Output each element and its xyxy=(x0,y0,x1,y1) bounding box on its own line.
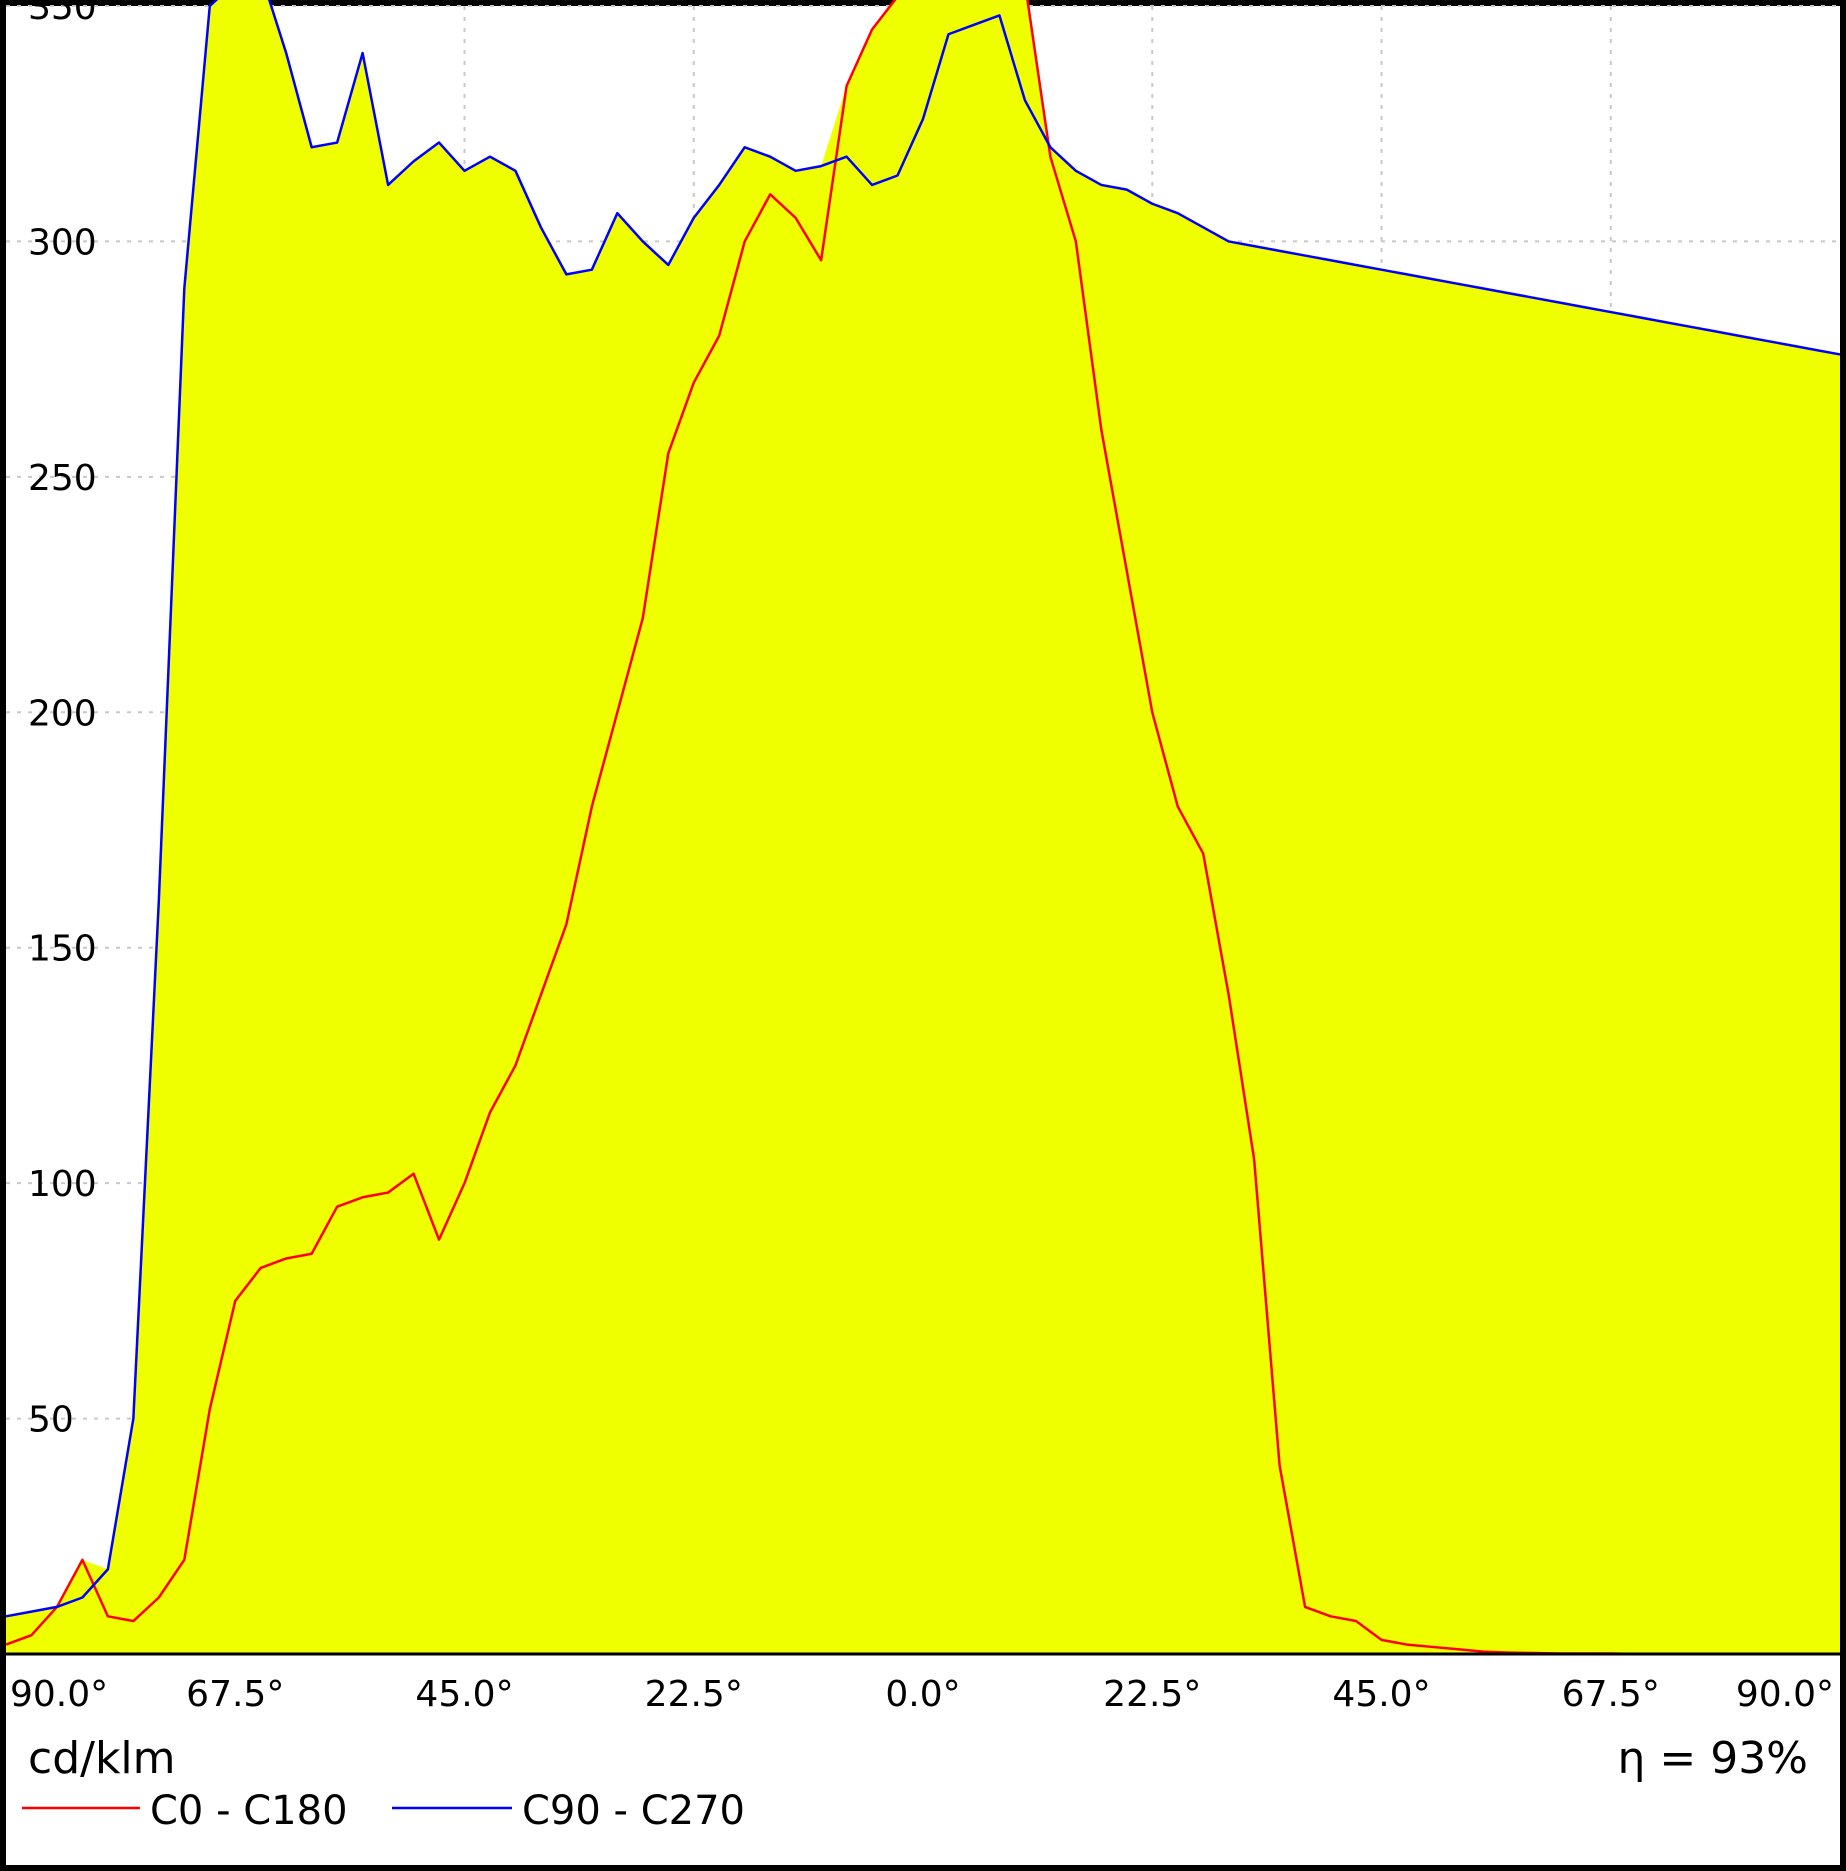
x-tick-label: 67.5° xyxy=(186,1674,284,1715)
y-tick-label: 200 xyxy=(28,693,97,734)
y-tick-label: 300 xyxy=(28,222,97,263)
x-tick-label: 90.0° xyxy=(1736,1674,1834,1715)
series-layer xyxy=(5,0,1841,1656)
x-tick-label: 90.0° xyxy=(10,1674,108,1715)
units-label: cd/klm xyxy=(28,1733,176,1784)
y-tick-label: 250 xyxy=(28,458,97,499)
x-tick-label: 22.5° xyxy=(645,1674,743,1715)
y-tick-label: 100 xyxy=(28,1164,97,1205)
x-tick-label: 45.0° xyxy=(415,1674,513,1715)
legend: C0 - C180 C90 - C270 xyxy=(22,1788,745,1834)
y-tick-label: 150 xyxy=(28,929,97,970)
y-tick-label: 50 xyxy=(28,1400,74,1441)
x-tick-label: 67.5° xyxy=(1562,1674,1660,1715)
legend-label-c0-c180: C0 - C180 xyxy=(150,1788,348,1834)
x-axis-ticks: 90.0° 67.5° 45.0° 22.5° 0.0° 22.5° 45.0° 67.5° 9… xyxy=(10,1674,1834,1715)
distribution-fill-area xyxy=(6,0,1840,1654)
legend-label-c90-c270: C90 - C270 xyxy=(522,1788,745,1834)
x-tick-label: 22.5° xyxy=(1103,1674,1201,1715)
efficiency-label: η = 93% xyxy=(1617,1733,1808,1784)
x-tick-label: 45.0° xyxy=(1332,1674,1430,1715)
y-tick-label: 350 xyxy=(28,0,97,28)
series-line-c90-c270 xyxy=(5,0,1841,1618)
x-tick-label: 0.0° xyxy=(885,1674,960,1715)
y-axis-ticks: 50 100 150 200 250 300 350 xyxy=(28,0,97,1441)
